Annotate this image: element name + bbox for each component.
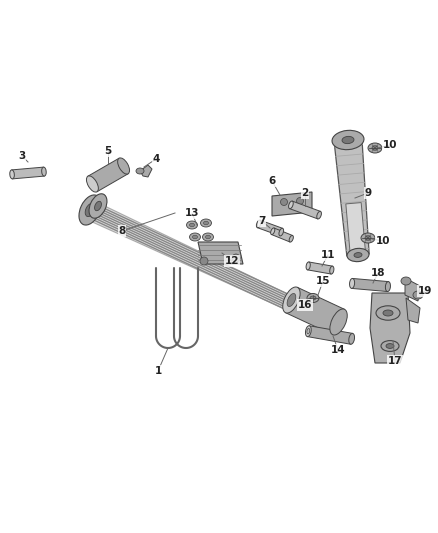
Text: 10: 10 xyxy=(376,236,390,246)
Ellipse shape xyxy=(204,221,208,225)
Text: 10: 10 xyxy=(383,140,397,150)
Ellipse shape xyxy=(349,333,354,344)
Circle shape xyxy=(280,198,287,206)
Ellipse shape xyxy=(386,344,394,349)
Ellipse shape xyxy=(279,228,283,236)
Polygon shape xyxy=(272,192,312,216)
Ellipse shape xyxy=(85,204,95,216)
Ellipse shape xyxy=(192,235,198,239)
Ellipse shape xyxy=(368,143,382,153)
Ellipse shape xyxy=(317,211,321,219)
Text: 3: 3 xyxy=(18,151,26,161)
Text: 17: 17 xyxy=(388,356,403,366)
Polygon shape xyxy=(290,201,321,219)
Ellipse shape xyxy=(190,233,201,241)
Ellipse shape xyxy=(136,168,144,174)
Polygon shape xyxy=(352,278,389,292)
Ellipse shape xyxy=(10,170,14,179)
Ellipse shape xyxy=(256,220,261,228)
Text: 2: 2 xyxy=(301,188,309,198)
Text: 13: 13 xyxy=(185,208,199,218)
Ellipse shape xyxy=(413,291,423,299)
Text: 18: 18 xyxy=(371,268,385,278)
Text: 4: 4 xyxy=(152,154,160,164)
Circle shape xyxy=(200,257,208,265)
Ellipse shape xyxy=(372,146,378,150)
Ellipse shape xyxy=(347,248,369,262)
Polygon shape xyxy=(307,262,332,274)
Text: 7: 7 xyxy=(258,216,266,226)
Ellipse shape xyxy=(86,176,99,192)
Ellipse shape xyxy=(376,306,400,320)
Circle shape xyxy=(297,198,304,205)
Text: 1: 1 xyxy=(154,366,162,376)
Text: 19: 19 xyxy=(418,286,432,296)
Ellipse shape xyxy=(305,326,311,337)
Polygon shape xyxy=(86,201,318,321)
Ellipse shape xyxy=(190,223,194,227)
Ellipse shape xyxy=(306,262,310,270)
Ellipse shape xyxy=(307,328,310,334)
Ellipse shape xyxy=(330,309,347,335)
Ellipse shape xyxy=(95,201,102,211)
Ellipse shape xyxy=(89,194,107,218)
Ellipse shape xyxy=(310,296,316,300)
Polygon shape xyxy=(258,220,283,236)
Text: 6: 6 xyxy=(268,176,276,186)
Ellipse shape xyxy=(202,233,213,241)
Ellipse shape xyxy=(79,195,101,225)
Text: 12: 12 xyxy=(225,256,239,266)
Ellipse shape xyxy=(342,136,354,143)
Ellipse shape xyxy=(365,236,371,240)
Ellipse shape xyxy=(361,233,375,243)
Ellipse shape xyxy=(307,294,319,303)
Ellipse shape xyxy=(330,266,334,274)
Polygon shape xyxy=(88,158,128,192)
Text: 8: 8 xyxy=(118,226,126,236)
Ellipse shape xyxy=(385,281,390,292)
Ellipse shape xyxy=(332,131,364,150)
Polygon shape xyxy=(12,167,44,179)
Ellipse shape xyxy=(42,167,46,176)
Polygon shape xyxy=(272,228,293,242)
Polygon shape xyxy=(198,242,243,264)
Polygon shape xyxy=(307,326,353,344)
Ellipse shape xyxy=(271,228,275,235)
Ellipse shape xyxy=(401,277,411,285)
Ellipse shape xyxy=(205,235,211,239)
Ellipse shape xyxy=(383,310,393,316)
Text: 11: 11 xyxy=(321,250,335,260)
Text: 5: 5 xyxy=(104,146,112,156)
Text: 16: 16 xyxy=(298,300,312,310)
Ellipse shape xyxy=(350,278,355,288)
Polygon shape xyxy=(405,278,420,301)
Polygon shape xyxy=(346,203,366,256)
Ellipse shape xyxy=(381,341,399,351)
Ellipse shape xyxy=(287,294,296,306)
Ellipse shape xyxy=(289,236,293,242)
Ellipse shape xyxy=(201,219,212,227)
Text: 15: 15 xyxy=(316,276,330,286)
Polygon shape xyxy=(370,293,410,363)
Ellipse shape xyxy=(187,221,198,229)
Ellipse shape xyxy=(289,201,293,209)
Ellipse shape xyxy=(283,287,300,313)
Ellipse shape xyxy=(354,253,362,257)
Text: 14: 14 xyxy=(331,345,345,355)
Polygon shape xyxy=(286,287,344,335)
Polygon shape xyxy=(334,139,369,256)
Polygon shape xyxy=(406,298,420,323)
Circle shape xyxy=(232,254,240,262)
Polygon shape xyxy=(140,165,152,177)
Ellipse shape xyxy=(118,158,130,174)
Text: 9: 9 xyxy=(364,188,371,198)
